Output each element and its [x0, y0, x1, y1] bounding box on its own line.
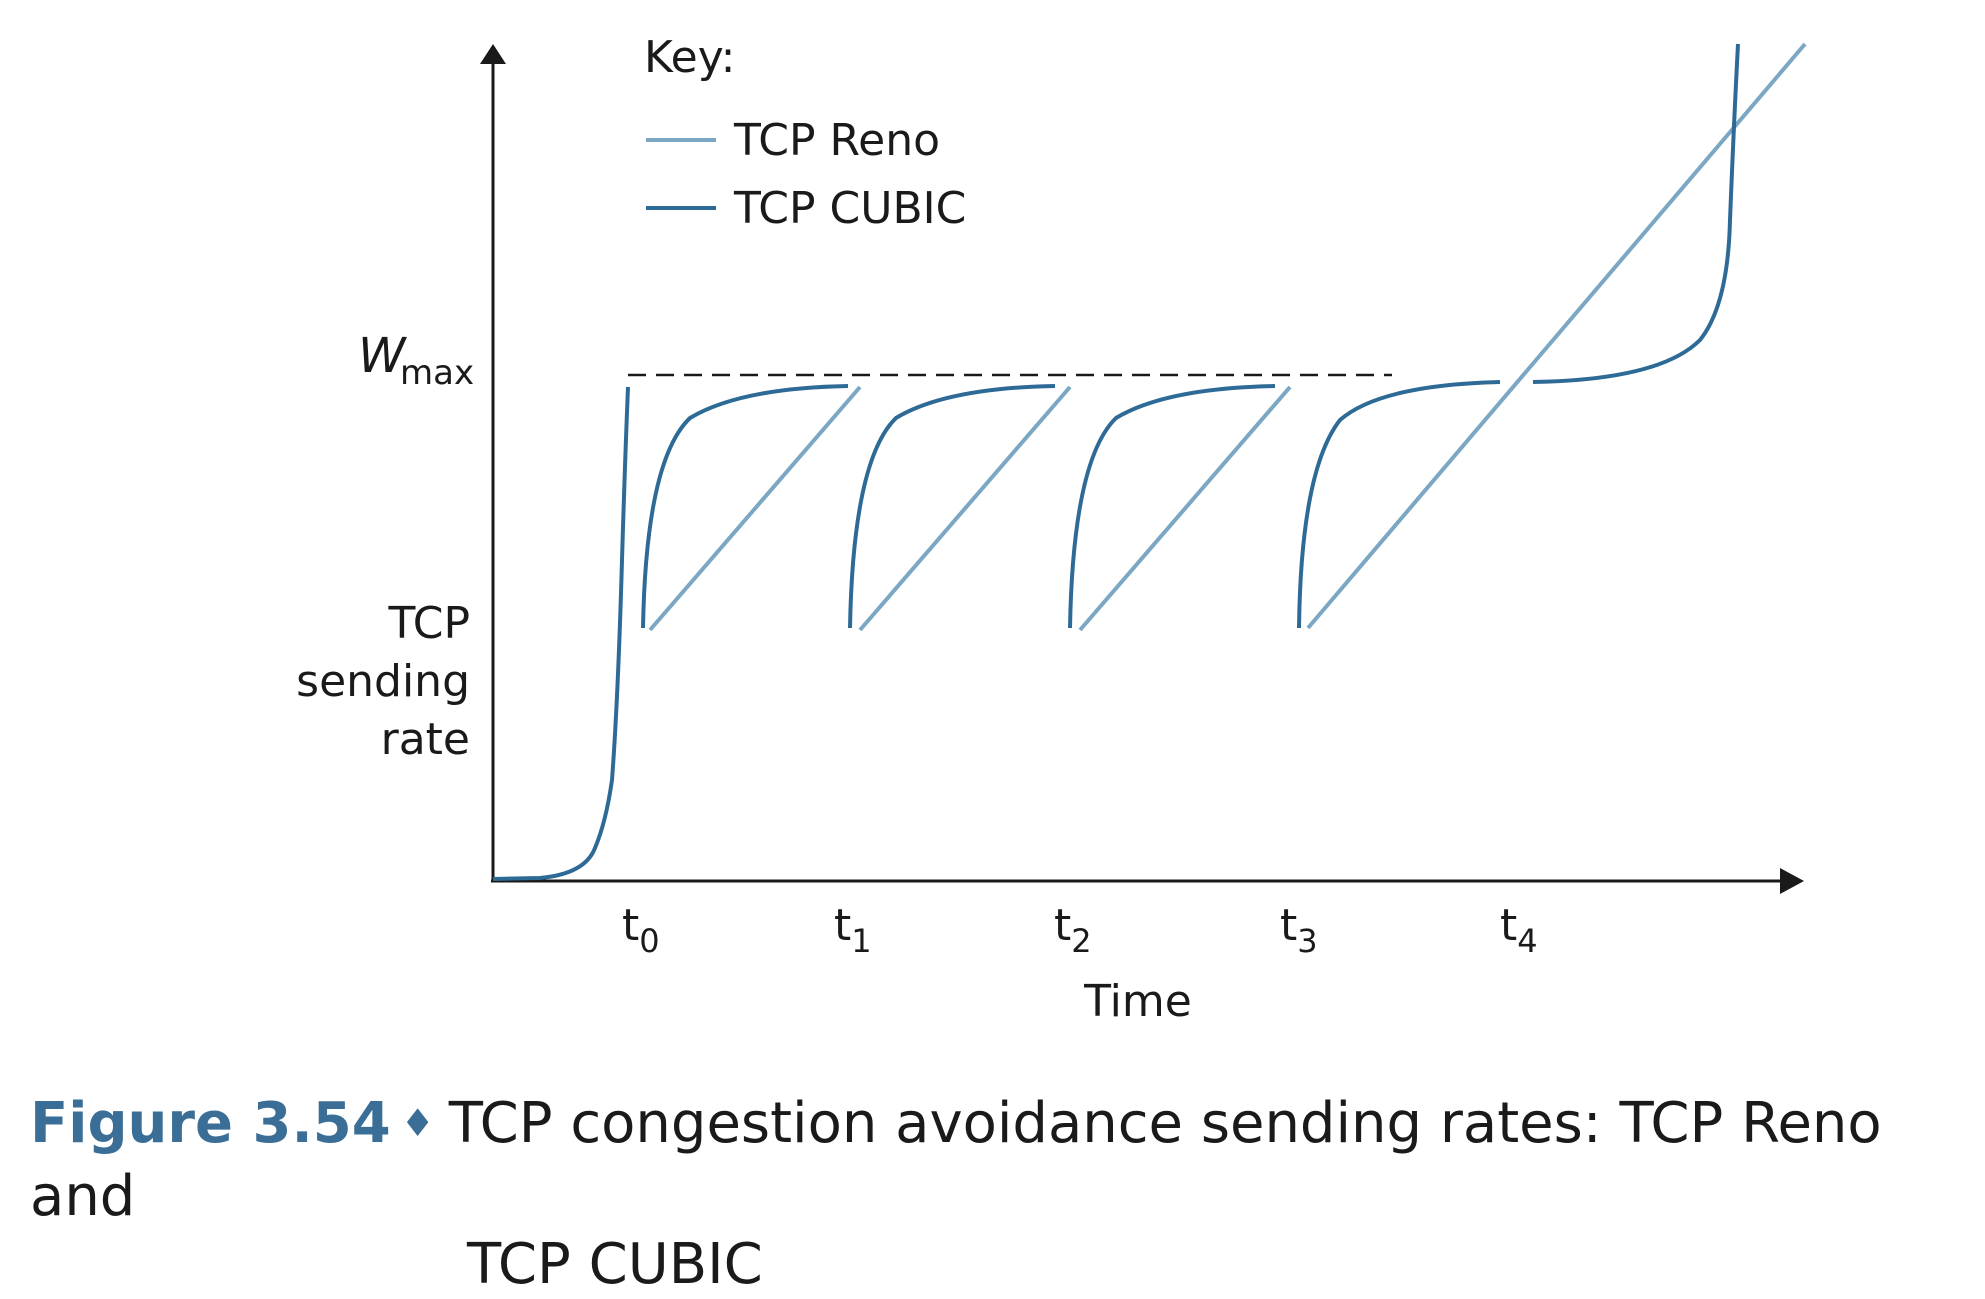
x-axis-label: Time: [1083, 976, 1192, 1027]
x-axis-arrow: [1780, 868, 1804, 894]
diamond-separator-icon: ♦: [400, 1101, 435, 1145]
x-tick-t2: t2: [1054, 900, 1092, 960]
x-tick-t4: t4: [1500, 900, 1538, 960]
cubic-curve-2: [848, 384, 1056, 629]
reno-line-3: [1078, 385, 1292, 632]
y-axis-label-line-2: sending: [296, 656, 470, 707]
y-axis-label-line-3: rate: [381, 714, 470, 765]
figure-caption: Figure 3.54 ♦ TCP congestion avoidance sen…: [30, 1090, 1970, 1299]
caption-line-1: TCP congestion avoidance sending rates: …: [30, 1091, 1882, 1229]
cubic-curve-4: [1297, 380, 1501, 629]
cubic-curve-1: [641, 384, 849, 629]
reno-line-1: [648, 385, 862, 632]
wmax-label: W: [358, 328, 407, 384]
cubic-curve-4-tail: [1532, 43, 1740, 384]
reno-line-2: [858, 385, 1072, 632]
y-axis-arrow: [480, 44, 506, 64]
x-tick-t3: t3: [1280, 900, 1318, 960]
x-tick-t0: t0: [622, 900, 660, 960]
wmax-subscript: max: [400, 353, 474, 393]
y-axis-label-line-1: TCP: [387, 598, 470, 649]
legend-title: Key:: [644, 32, 735, 83]
cubic-curve-3: [1068, 384, 1276, 629]
cubic-slow-start: [492, 386, 630, 881]
caption-line-2: TCP CUBIC: [467, 1232, 763, 1297]
congestion-diagram: Key: TCP Reno TCP CUBIC W max TCP sendin…: [296, 32, 1807, 1027]
reno-line-4: [1306, 42, 1807, 630]
x-tick-t1: t1: [834, 900, 872, 960]
figure-number: Figure 3.54: [30, 1091, 391, 1156]
legend-cubic-label: TCP CUBIC: [733, 183, 966, 234]
legend-reno-label: TCP Reno: [733, 115, 940, 166]
